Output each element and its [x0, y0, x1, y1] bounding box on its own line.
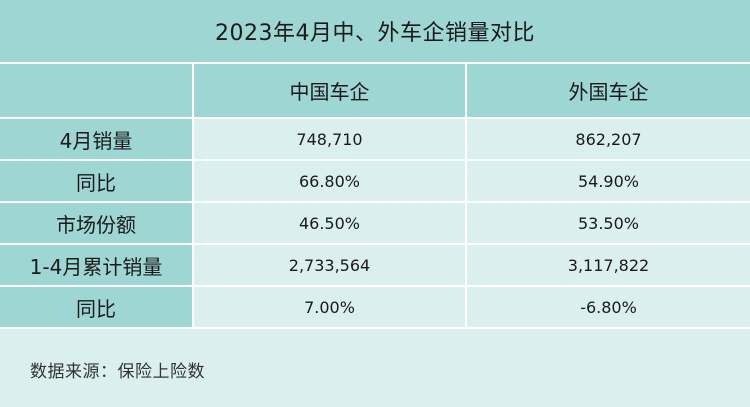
value-cell: 748,710 — [192, 118, 467, 161]
table-row: 市场份额 46.50% 53.50% — [0, 201, 750, 245]
column-header-foreign: 外国车企 — [465, 64, 750, 119]
value-cell: 53.50% — [465, 201, 750, 245]
row-label: 同比 — [0, 159, 194, 203]
table-row: 4月销量 748,710 862,207 — [0, 118, 750, 161]
value-cell: 46.50% — [192, 201, 467, 245]
row-label: 同比 — [0, 285, 194, 329]
value-cell: 862,207 — [465, 118, 750, 161]
corner-cell — [0, 64, 194, 119]
value-cell: 66.80% — [192, 159, 467, 203]
table-row: 同比 66.80% 54.90% — [0, 159, 750, 203]
table-row: 1-4月累计销量 2,733,564 3,117,822 — [0, 243, 750, 287]
row-label: 市场份额 — [0, 201, 194, 245]
row-label: 4月销量 — [0, 118, 194, 161]
source-note: 数据来源：保险上险数 — [30, 362, 205, 382]
chart-title: 2023年4月中、外车企销量对比 — [0, 0, 750, 62]
title-divider — [0, 62, 750, 64]
row-label: 1-4月累计销量 — [0, 243, 194, 287]
value-cell: 7.00% — [192, 285, 467, 329]
comparison-table: 中国车企 外国车企 4月销量 748,710 862,207 同比 66.80%… — [0, 64, 750, 329]
value-cell: 54.90% — [465, 159, 750, 203]
value-cell: -6.80% — [465, 285, 750, 329]
column-header-china: 中国车企 — [192, 64, 467, 119]
header-row: 中国车企 外国车企 — [0, 64, 750, 119]
value-cell: 2,733,564 — [192, 243, 467, 287]
table-row: 同比 7.00% -6.80% — [0, 285, 750, 329]
value-cell: 3,117,822 — [465, 243, 750, 287]
